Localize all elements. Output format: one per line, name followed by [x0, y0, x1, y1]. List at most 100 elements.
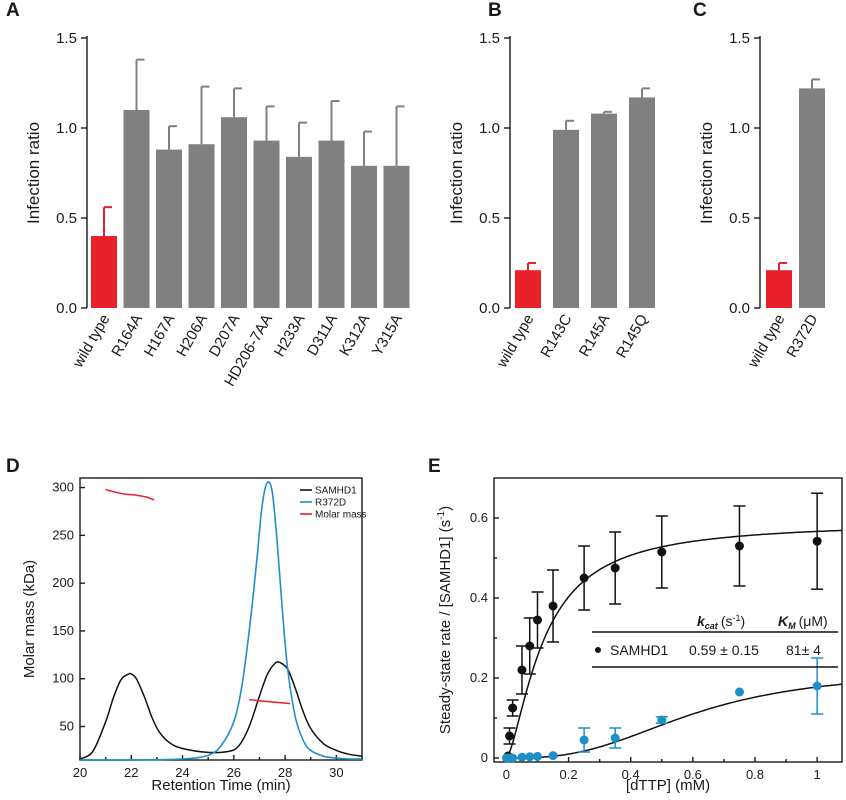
bar-wild-type: [766, 270, 792, 308]
plot-frame: [493, 477, 843, 763]
x-axis-label: [dTTP] (mM): [626, 777, 710, 794]
y-tick-label: 0.0: [479, 300, 500, 317]
r372d-point: [508, 753, 518, 763]
y-tick-label: 50: [60, 719, 74, 734]
y-axis-label: Infection ratio: [697, 122, 716, 224]
category-label: H167A: [141, 312, 179, 360]
category-label: Y315A: [369, 312, 406, 360]
category-label: R145A: [576, 312, 614, 360]
samhd1-point: [525, 641, 535, 651]
table-row-marker: [595, 647, 601, 653]
panel-letter-b: B: [488, 0, 502, 21]
bar-k312a: [351, 165, 377, 308]
category-label: wild type: [493, 312, 537, 372]
r372d-point: [525, 752, 535, 762]
molar-mass-trace: [249, 699, 291, 705]
kcat-unit-close: ): [741, 613, 746, 629]
panel-b-bar-chart: 0.0 0.5 1.0 1.5 Infection ratio wild type R143…: [447, 30, 655, 371]
category-label: R143C: [537, 311, 575, 360]
y-tick-label: 200: [52, 575, 74, 590]
kcat-unit-sup: -1: [732, 613, 740, 623]
y-tick-label: 1.5: [729, 30, 750, 47]
category-label: R372D: [783, 311, 821, 360]
legend-label: Molar mass: [315, 510, 367, 521]
bar-d207a: [221, 117, 247, 308]
category-label: D311A: [304, 312, 341, 359]
bar-h167a: [156, 149, 182, 308]
panel-letter-e: E: [428, 456, 441, 477]
table-row-kcat: 0.59 ± 0.15: [689, 642, 759, 658]
bar-r145q: [629, 97, 655, 309]
x-tick-label: 22: [124, 765, 138, 780]
x-tick-label: 30: [329, 765, 343, 780]
y-axis-label-sup: -1: [436, 510, 447, 519]
panel-letter-d: D: [6, 456, 20, 477]
panel-d-chromatogram: 20 22 24 26 28 30 50 100 150 200 250 300 Retention T…: [21, 477, 367, 794]
y-tick-label: 300: [52, 480, 74, 495]
samhd1-point: [517, 665, 527, 675]
r372d-trace: [79, 481, 363, 761]
legend-label: R372D: [315, 498, 346, 509]
samhd1-point: [657, 547, 667, 557]
y-tick-label: 0.5: [56, 210, 77, 227]
y-tick-label: 250: [52, 527, 74, 542]
samhd1-trace: [79, 661, 363, 760]
samhd1-point: [508, 703, 518, 713]
y-tick-label: 1.0: [729, 120, 750, 137]
panel-a-bar-chart: 0.0 0.5 1.0 1.5 Infection ratio wild typeR164…: [24, 30, 410, 389]
table-row-km: 81± 4: [786, 642, 821, 658]
bar-hd206-7aa: [253, 140, 280, 308]
y-tick-label: 1.5: [479, 30, 500, 47]
samhd1-point: [579, 573, 589, 583]
r372d-point: [548, 751, 558, 761]
samhd1-point: [610, 563, 620, 573]
km-symbol: K: [778, 613, 789, 629]
r372d-point: [812, 681, 822, 691]
molar-mass-trace: [105, 488, 155, 501]
r372d-point: [533, 751, 542, 761]
panel-letter-a: A: [6, 0, 20, 21]
y-tick-label: 0.6: [470, 510, 488, 525]
bar-h233a: [286, 156, 312, 308]
x-tick-label: 0.4: [622, 767, 640, 782]
r372d-point: [517, 752, 527, 762]
x-tick-label: 0.2: [560, 767, 578, 782]
plot-frame: [79, 477, 363, 761]
x-tick-label: 1: [814, 767, 821, 782]
y-tick-label: 0.2: [470, 670, 488, 685]
kcat-subscript: cat: [705, 621, 719, 631]
y-tick-label: 0.5: [479, 210, 500, 227]
y-tick-label: 1.0: [56, 120, 77, 137]
table-header-km: KM (μM): [778, 613, 828, 631]
bar-wild-type: [91, 236, 117, 308]
y-tick-label: 0: [481, 750, 488, 765]
y-tick-label: 100: [52, 671, 74, 686]
panel-c-bar-chart: 0.0 0.5 1.0 1.5 Infection ratio wild typeR372…: [697, 30, 825, 371]
bar-r145a: [591, 113, 617, 308]
x-tick-label: 28: [278, 765, 292, 780]
category-label: H233A: [271, 312, 309, 360]
km-unit: (μM): [799, 613, 828, 629]
samhd1-point: [548, 601, 558, 611]
bar-d311a: [318, 140, 345, 308]
y-tick-label: 0.0: [729, 300, 750, 317]
y-tick-label: 0.5: [729, 210, 750, 227]
panel-letter-c: C: [693, 0, 707, 21]
category-label: H206A: [173, 312, 211, 360]
category-label: R145Q: [613, 312, 651, 362]
panel-e-kinetics-plot: 0 0.2 0.4 0.6 0.8 100.20.40.6[dTTP] (mM)Stead…: [436, 477, 843, 794]
r372d-point: [610, 733, 620, 743]
y-tick-label: 1.5: [56, 30, 77, 47]
bar-h206a: [188, 144, 215, 308]
samhd1-point: [533, 615, 542, 625]
x-tick-label: 24: [175, 765, 189, 780]
table-row-name: SAMHD1: [610, 642, 669, 658]
bar-wild-type: [515, 270, 541, 308]
kcat-symbol: k: [697, 613, 706, 629]
category-label: R164A: [108, 312, 146, 360]
samhd1-point: [734, 541, 744, 551]
bar-r164a: [123, 110, 150, 308]
r372d-point: [579, 735, 589, 745]
y-tick-label: 0.0: [56, 300, 77, 317]
